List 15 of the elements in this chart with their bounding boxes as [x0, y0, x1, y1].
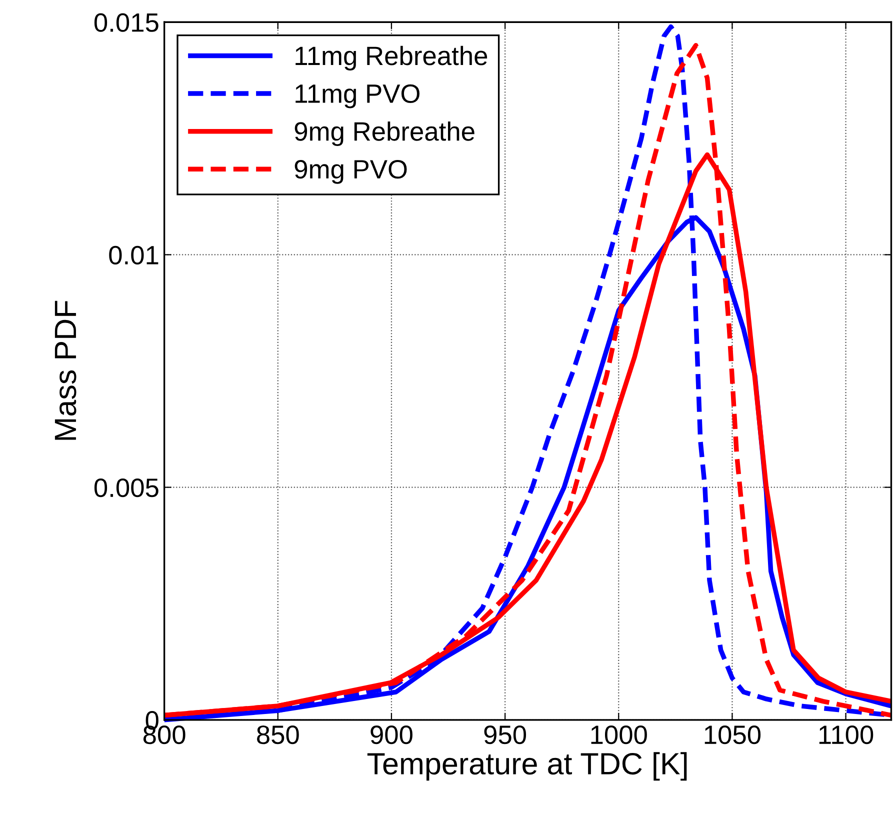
y-tick-label: 0.005: [94, 478, 158, 498]
legend-label: 11mg Rebreathe: [296, 46, 488, 70]
legend-label: 11mg PVO: [296, 84, 420, 108]
x-tick-label: 1050: [704, 725, 761, 744]
x-tick-label: 1100: [819, 725, 874, 744]
x-tick-label: 1000: [591, 725, 647, 744]
x-tick-label: 850: [257, 725, 299, 744]
x-tick-label: 950: [484, 725, 526, 744]
y-axis-title: Mass PDF: [54, 300, 76, 440]
y-tick-label: 0.01: [109, 246, 158, 265]
legend-label: 9mg Rebreathe: [294, 121, 474, 146]
y-tick-label: 0.015: [94, 13, 158, 32]
x-tick-label: 900: [370, 725, 412, 744]
x-axis-title: Temperature at TDC [K]: [367, 752, 687, 781]
legend-label: 9mg PVO: [294, 160, 407, 184]
